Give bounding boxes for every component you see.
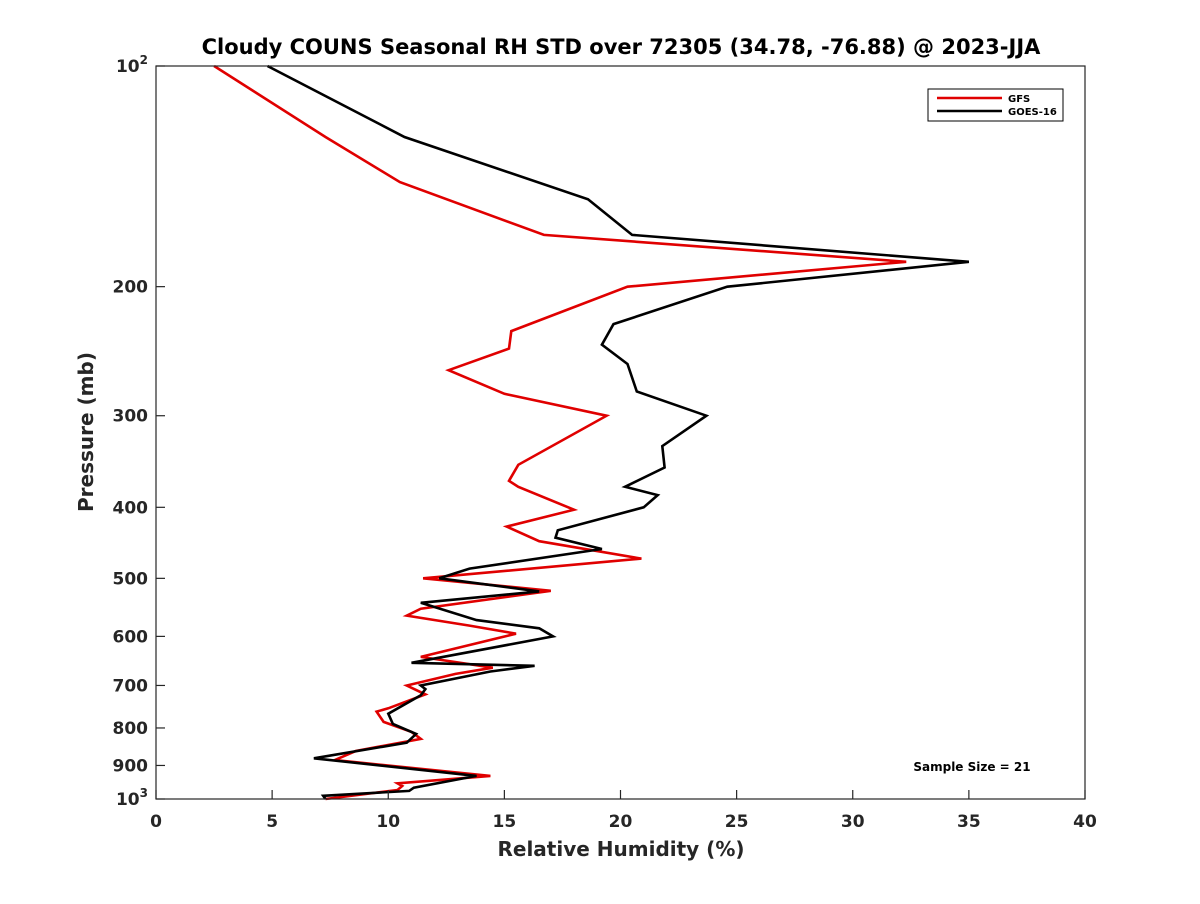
x-axis: 0 5 10 15 20 25 30 35 40 <box>150 790 1097 832</box>
y-tick-base: 600 <box>113 627 149 647</box>
y-tick-base: 10 <box>116 57 140 77</box>
y-tick-exponent: 2 <box>140 53 148 67</box>
x-tick-label: 30 <box>841 812 865 832</box>
x-tick-label: 10 <box>376 812 400 832</box>
y-tick-base: 500 <box>113 569 149 589</box>
y-tick-base: 900 <box>113 756 149 776</box>
y-tick-base: 700 <box>113 676 149 696</box>
y-tick-base: 400 <box>113 498 149 518</box>
x-axis-label: Relative Humidity (%) <box>497 837 744 861</box>
x-tick-label: 20 <box>609 812 633 832</box>
x-tick-label: 25 <box>725 812 749 832</box>
legend-box <box>927 88 1064 122</box>
plot-area-frame <box>155 65 1086 800</box>
y-tick-base: 10 <box>116 790 140 810</box>
y-tick-label: 400 <box>113 498 149 518</box>
y-tick-base: 300 <box>113 407 149 427</box>
x-tick-label: 5 <box>266 812 278 832</box>
legend-label-goes-16: GOES-16 <box>1008 107 1057 118</box>
y-tick-label: 300 <box>113 407 149 427</box>
x-tick-label: 0 <box>150 812 162 832</box>
y-tick-label: 800 <box>113 719 149 739</box>
y-tick-label: 200 <box>113 278 149 298</box>
y-tick-label: 700 <box>113 676 149 696</box>
y-tick-label: 600 <box>113 627 149 647</box>
sample-size-annotation: Sample Size = 21 <box>913 760 1030 774</box>
x-tick-label: 15 <box>493 812 517 832</box>
y-tick-exponent: 3 <box>140 786 148 800</box>
y-tick-label: 500 <box>113 569 149 589</box>
y-axis-label: Pressure (mb) <box>74 352 98 512</box>
legend-label-gfs: GFS <box>1008 94 1030 105</box>
y-tick-base: 800 <box>113 719 149 739</box>
series-line-goes-16 <box>266 64 970 800</box>
x-tick-label: 35 <box>957 812 981 832</box>
series-line-gfs <box>213 64 907 801</box>
x-tick-label: 40 <box>1073 812 1097 832</box>
y-tick-label: 900 <box>113 756 149 776</box>
chart-title: Cloudy COUNS Seasonal RH STD over 72305 … <box>202 35 1042 59</box>
y-tick-base: 200 <box>113 278 149 298</box>
plot-lines <box>213 64 970 801</box>
y-tick-label: 103 <box>116 786 148 810</box>
legend: GFS GOES-16 <box>927 88 1064 122</box>
y-tick-label: 102 <box>116 53 148 77</box>
